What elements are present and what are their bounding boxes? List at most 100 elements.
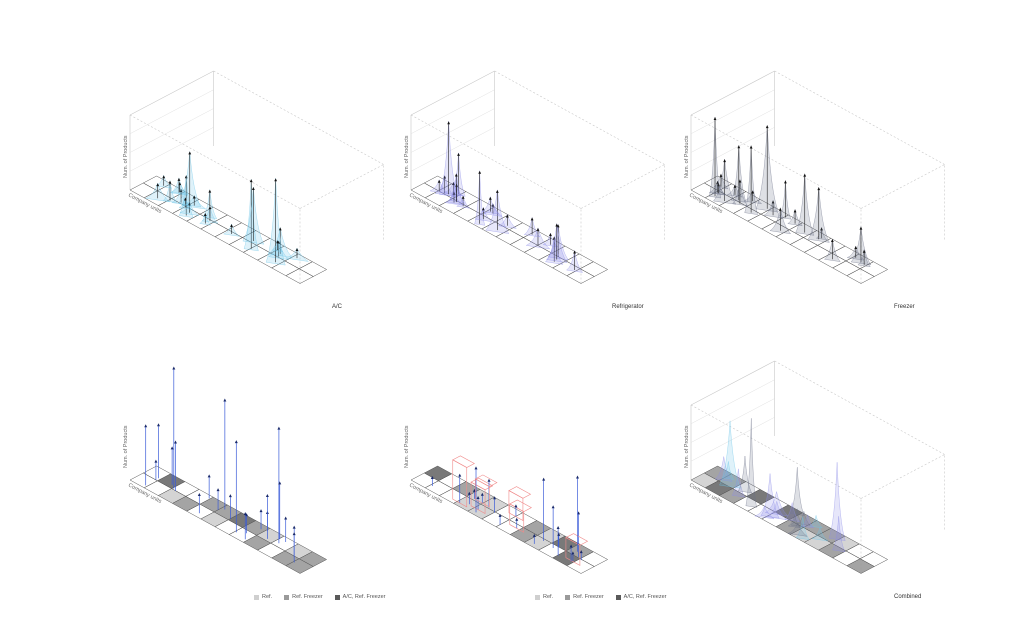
y-axis-label: Num. of Products [684,135,690,178]
arrow-head [556,526,560,530]
arrow-head [437,179,441,183]
grid-line [690,89,775,134]
legend-swatch-ac-ref-freezer [615,594,621,600]
arrow-head [292,532,296,536]
arrow-head [817,187,821,191]
arrow-head [573,250,577,254]
x-axis-label: Company units [127,482,162,505]
arrow-head [292,525,296,529]
arrow-head [733,184,737,188]
legend-item-ac-ref-freezer: A/C, Ref. Freezer [334,594,386,600]
arrow-head [276,240,280,244]
peak-shape [808,515,824,529]
arrow-head [784,180,787,184]
arrow-head [556,224,560,228]
arrow-head [173,440,177,444]
frame-edge [860,454,945,499]
arrow-head [154,459,158,463]
legend-item-ac-ref-freezer: A/C, Ref. Freezer [615,594,666,600]
panel-4: Num. of Products Company units [123,366,328,574]
legend-swatch-ref-freezer [284,594,290,600]
frame-edge [129,70,214,116]
panel-5: Num. of Products Company units [404,425,609,574]
legend-label-ac-ref-freezer: A/C, Ref. Freezer [342,594,386,600]
legend-swatch-ref [535,594,540,600]
arrow-head [277,426,281,430]
floor-cell [846,558,875,574]
legend-label-ref-freezer: Ref. Freezer [573,594,604,600]
peak-shape [831,516,846,553]
arrow-head [719,173,723,177]
peak-shape [719,420,741,489]
arrow-head [530,217,534,221]
floor-cell [859,551,889,567]
grid-line [129,89,214,134]
arrow-head [505,214,509,218]
arrow-head [188,151,192,155]
floor-cell [846,268,875,284]
arrow-head [178,182,182,186]
arrow-head [751,190,755,194]
floor-cell [213,214,243,231]
panel-caption-ac: A/C [332,304,343,310]
peak-shape [811,526,829,542]
peak-shape [722,461,735,480]
arrow-head [480,492,484,496]
frame-edge [410,70,495,116]
arrow-head [188,202,191,206]
grid-line [129,127,214,172]
y-axis-label: Num. of Products [123,135,129,178]
frame-edge [860,164,945,209]
arrow-head [203,212,207,216]
arrow-head [830,238,834,242]
arrow-head [278,481,282,485]
y-axis-label: Num. of Products [684,425,690,468]
peak-shape [760,473,780,519]
legend-swatch-ac-ref-freezer [334,594,340,600]
arrow-head [170,446,174,450]
arrow-head [478,170,482,174]
legend-item-ref-freezer: Ref. Freezer [565,594,604,600]
arrow-head [454,173,458,177]
legend-label-ref: Ref. [262,594,273,600]
arrow-head [765,125,769,129]
peak-shape [787,521,808,537]
arrow-head [249,179,253,183]
panel-caption-combined: Combined [894,594,922,600]
arrow-head [467,491,471,495]
arrow-head [713,116,717,120]
frame-edge [774,360,945,455]
arrow-head [488,196,492,200]
arrow-head [228,494,232,498]
arrow-head [859,226,863,230]
peak-shape [828,462,846,541]
frame-edge [213,70,384,165]
legend-label-ref: Ref. [543,594,554,600]
arrow-head [259,509,263,513]
peak-shape [795,516,810,541]
panel-caption-refrigerator: Refrigerator [612,304,644,310]
arrow-head [243,512,247,516]
arrow-head [723,159,727,163]
arrow-head [156,183,160,187]
arrow-head [576,475,580,479]
arrow-head [192,195,196,199]
legend-swatch-ref [254,594,259,600]
arrow-head [820,227,823,231]
peak-shape [754,505,775,520]
grid-line [690,108,775,153]
arrow-head [803,173,807,177]
arrow-head [230,223,233,227]
arrow-head [474,466,478,470]
floor-cell [832,260,861,276]
arrow-head [183,197,187,201]
arrow-head [461,195,465,199]
floor-cell [579,261,609,277]
peak-shape [766,501,788,521]
legend-left: Ref. Ref. Freezer A/C, Ref. Freezer [254,594,385,600]
y-axis-label: Num. of Products [404,135,410,178]
arrow-head [557,532,561,536]
arrow-head [532,533,536,537]
